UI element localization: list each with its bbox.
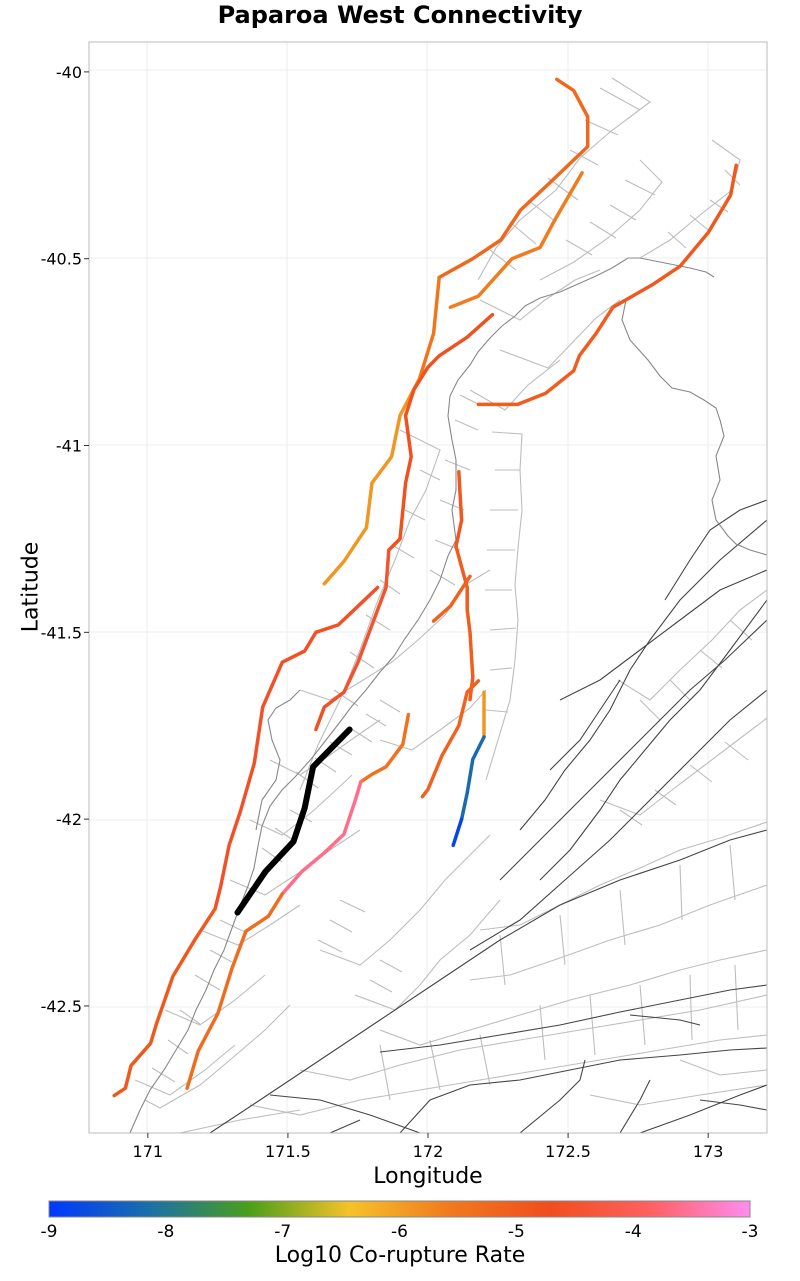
- colorbar-tick-label: -3: [742, 1222, 759, 1242]
- x-tick-label: 172.5: [545, 1142, 591, 1161]
- rupture-section-11: [454, 469, 464, 549]
- map-title: Paparoa West Connectivity: [217, 1, 583, 29]
- rupture-section-2: [417, 275, 441, 381]
- y-tick-label: -41.5: [41, 623, 82, 642]
- rupture-sections: [112, 77, 738, 1098]
- rupture-section-1: [448, 171, 584, 310]
- y-axis-ticks: -40 -40.5 -41 -41.5 -42 -42.5: [41, 63, 89, 1016]
- y-tick-label: -42.5: [41, 997, 82, 1016]
- plot-background: [89, 42, 767, 1133]
- colorbar-tick-label: -5: [508, 1222, 525, 1242]
- source-section-paparoa-west: [234, 726, 353, 916]
- colorbar-tick-label: -4: [625, 1222, 642, 1242]
- rupture-section-14: [359, 712, 411, 784]
- rupture-section-8: [314, 690, 346, 732]
- coastline: [129, 257, 767, 1133]
- rupture-section-9: [213, 585, 380, 911]
- rupture-section-13: [431, 574, 472, 623]
- colorbar-tick-label: -7: [274, 1222, 291, 1242]
- rupture-section-16: [185, 892, 285, 1090]
- colorbar-tick-label: -9: [41, 1222, 58, 1242]
- rupture-section-7: [342, 548, 391, 694]
- x-tick-label: 171.5: [265, 1142, 311, 1161]
- rupture-section-4: [611, 163, 738, 310]
- y-tick-label: -41: [56, 437, 82, 456]
- y-tick-label: -42: [56, 810, 82, 829]
- y-tick-label: -40: [56, 63, 82, 82]
- y-axis-label: Latitude: [18, 541, 44, 633]
- rupture-section-20: [451, 817, 464, 848]
- rupture-section-0: [437, 77, 590, 280]
- source-section-layer: [234, 726, 353, 916]
- rupture-section-19: [459, 735, 486, 821]
- colorbar-label: Log10 Co-rupture Rate: [274, 1243, 526, 1268]
- colorbar-tick-label: -6: [391, 1222, 408, 1242]
- colorbar-ticks: -9 -8 -7 -6 -5 -4 -3: [41, 1222, 759, 1242]
- x-axis-ticks: 171 171.5 172 172.5 173: [133, 1133, 724, 1161]
- x-axis-label: Longitude: [373, 1164, 483, 1189]
- x-tick-label: 173: [693, 1142, 724, 1161]
- rupture-section-3: [322, 376, 422, 586]
- colorbar-tick-label: -8: [157, 1222, 174, 1242]
- rupture-section-10: [112, 907, 217, 1098]
- y-tick-label: -40.5: [41, 250, 82, 269]
- colorbar: [48, 1200, 751, 1218]
- rupture-section-5: [476, 305, 615, 407]
- x-tick-label: 171: [133, 1142, 164, 1161]
- x-tick-label: 172: [413, 1142, 444, 1161]
- rupture-section-17: [420, 679, 481, 799]
- rupture-section-15: [280, 780, 363, 896]
- gridlines: [89, 42, 767, 1133]
- regional-fault-traces: [209, 499, 767, 1133]
- rupture-section-6: [387, 312, 495, 552]
